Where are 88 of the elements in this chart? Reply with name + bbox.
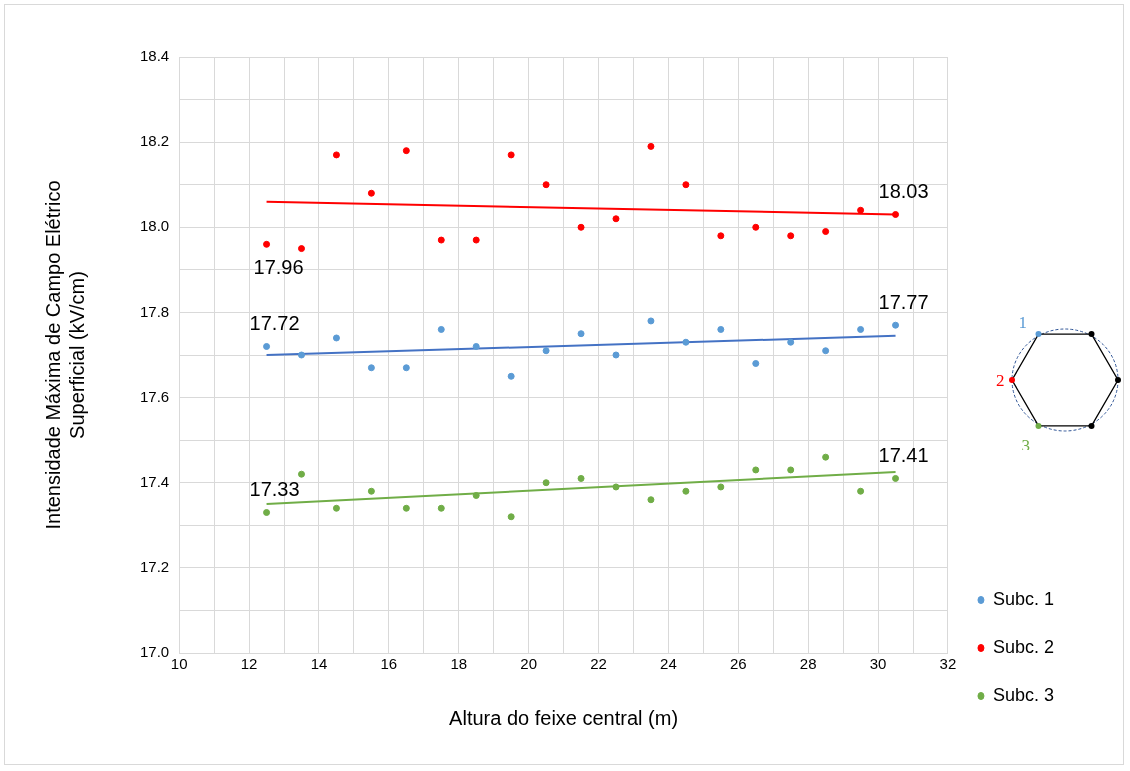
- point: [682, 181, 690, 189]
- point: [577, 330, 585, 338]
- point: [857, 325, 865, 333]
- legend-label: Subc. 3: [992, 684, 1055, 705]
- point: [542, 347, 550, 355]
- point: [507, 372, 515, 380]
- point: [787, 466, 795, 474]
- point: [612, 351, 620, 359]
- point: [787, 338, 795, 346]
- x-tick-label: 10: [170, 655, 188, 673]
- point: [717, 325, 725, 333]
- x-tick-label: 26: [729, 655, 747, 673]
- y-tick-label: 17.2: [139, 558, 170, 575]
- data-label: 17.72: [249, 312, 300, 334]
- point: [577, 223, 585, 231]
- point: [577, 474, 585, 482]
- point: [647, 142, 655, 150]
- x-tick-label: 16: [380, 655, 398, 673]
- point: [263, 509, 271, 517]
- point: [402, 364, 410, 372]
- point: [752, 360, 760, 368]
- y-tick-label: 17.6: [139, 387, 170, 405]
- legend-label: Subc. 1: [992, 588, 1055, 609]
- point: [367, 487, 375, 495]
- point: [752, 466, 760, 474]
- point: [682, 338, 690, 346]
- y-tick-label: 18.2: [139, 132, 170, 150]
- point: [612, 483, 620, 491]
- x-axis-title: Altura do feixe central (m): [449, 706, 679, 729]
- point: [822, 228, 830, 236]
- point: [437, 236, 445, 244]
- point: [437, 504, 445, 512]
- y-tick-label: 18.4: [139, 47, 170, 65]
- point: [263, 342, 271, 350]
- point: [892, 474, 900, 482]
- x-tick-label: 12: [240, 655, 258, 673]
- point: [332, 334, 340, 342]
- point: [298, 245, 305, 253]
- data-label: 17.33: [249, 478, 300, 501]
- x-tick-label: 14: [310, 655, 328, 673]
- point: [507, 513, 515, 521]
- point: [263, 240, 271, 248]
- y-axis-title: Intensidade Máxima de Campo Elétrico Superficial (kV/cm): [41, 180, 88, 530]
- point: [682, 487, 690, 495]
- y-tick-label: 17.8: [139, 302, 170, 320]
- point: [647, 496, 655, 504]
- point: [298, 470, 305, 478]
- point: [298, 351, 305, 359]
- point: [857, 206, 865, 214]
- point: [892, 321, 900, 329]
- x-tick-label: 32: [939, 655, 957, 673]
- point: [822, 347, 830, 355]
- data-label: 17.96: [253, 255, 304, 278]
- y-tick-label: 18.0: [139, 217, 170, 235]
- point: [437, 325, 445, 333]
- point: [332, 504, 340, 512]
- point: [402, 504, 410, 512]
- legend-label: Subc. 2: [992, 636, 1055, 657]
- point: [647, 317, 655, 325]
- x-tick-label: 28: [799, 655, 817, 673]
- point: [542, 181, 550, 189]
- y-tick-label: 17.4: [139, 472, 170, 490]
- point: [472, 236, 480, 244]
- data-label: 17.41: [878, 443, 929, 466]
- point: [892, 211, 900, 219]
- x-tick-label: 20: [520, 655, 537, 673]
- data-label: 18.03: [878, 180, 929, 203]
- point: [367, 364, 375, 372]
- point: [367, 189, 375, 197]
- point: [717, 232, 725, 240]
- x-tick-label: 18: [450, 655, 468, 673]
- point: [332, 151, 340, 159]
- point: [857, 487, 865, 495]
- point: [472, 342, 480, 350]
- y-tick-label: 17.0: [139, 643, 170, 661]
- x-tick-label: 30: [869, 655, 887, 673]
- x-tick-label: 22: [590, 655, 607, 673]
- point: [472, 491, 480, 499]
- point: [507, 151, 515, 159]
- point: [787, 232, 795, 240]
- point: [717, 483, 725, 491]
- x-tick-label: 24: [660, 655, 677, 673]
- point: [612, 215, 620, 223]
- point: [542, 479, 550, 487]
- data-label: 17.77: [878, 290, 929, 313]
- point: [402, 147, 410, 155]
- point: [822, 453, 830, 461]
- point: [752, 223, 760, 231]
